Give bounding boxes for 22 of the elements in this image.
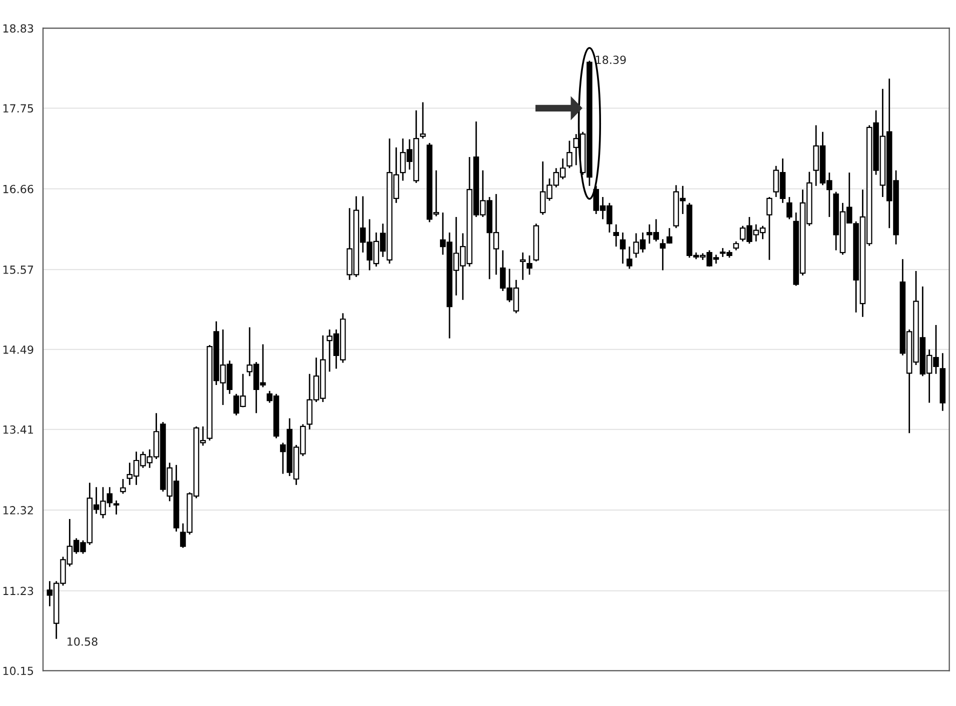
candlestick <box>120 478 126 494</box>
candlestick <box>520 252 526 281</box>
y-tick-label: 12.32 <box>3 506 33 514</box>
candlestick <box>420 102 426 140</box>
y-tick-label: 13.41 <box>3 425 33 434</box>
y-tick-label: 15.57 <box>3 266 34 274</box>
candlestick <box>786 196 792 220</box>
annotation: 10.58 <box>68 637 98 646</box>
y-tick-label: 10.15 <box>3 666 34 676</box>
candlestick <box>526 254 532 276</box>
candlestick <box>566 140 572 169</box>
y-tick-label: 16.66 <box>3 184 34 194</box>
y-tick-label: 17.75 <box>3 104 34 113</box>
y-tick-label: 18.83 <box>3 24 34 33</box>
y-tick-label: 14.49 <box>3 345 34 354</box>
candlestick <box>620 232 626 264</box>
y-tick-label: 11.23 <box>3 586 34 596</box>
annotation: 18.39 <box>596 56 626 64</box>
candlestick <box>613 224 619 248</box>
candlestick <box>113 500 120 516</box>
candlestick <box>766 196 772 261</box>
candlestick <box>626 246 632 270</box>
